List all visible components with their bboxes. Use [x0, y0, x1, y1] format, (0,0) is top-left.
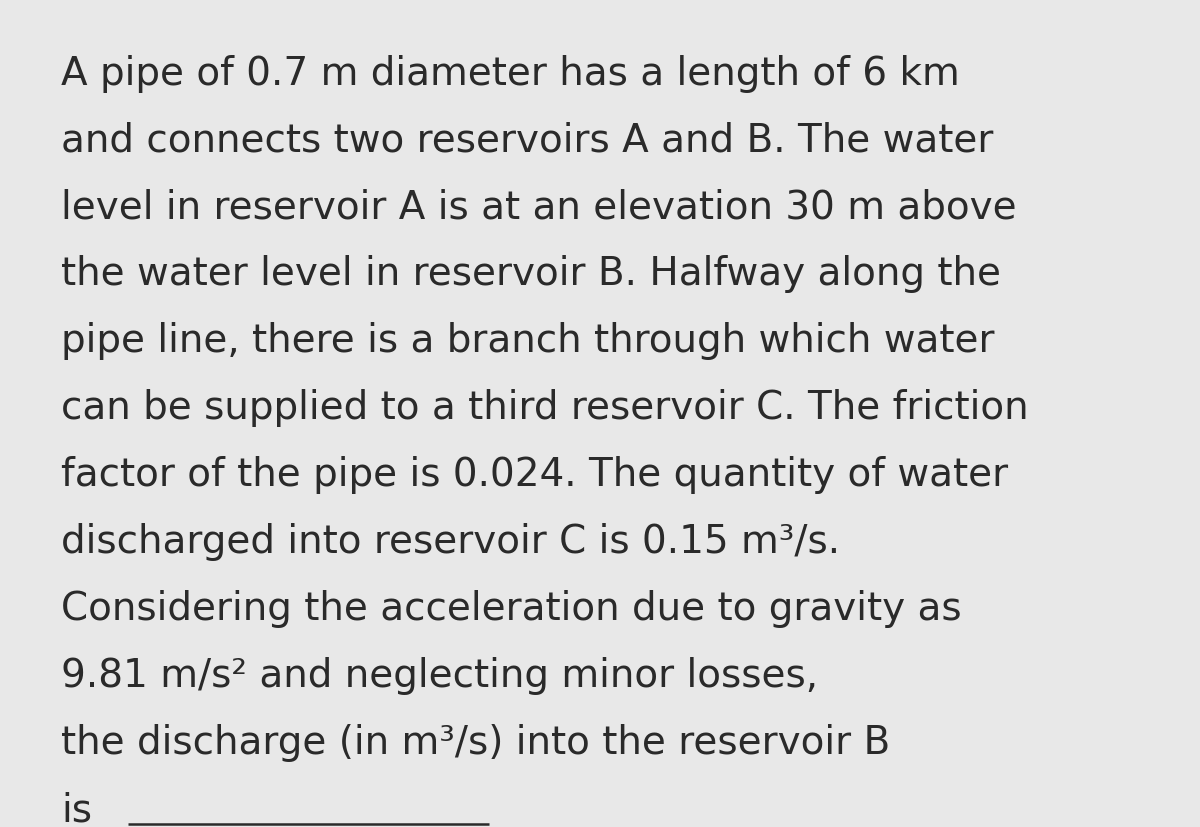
Text: discharged into reservoir C is 0.15 m³/s.: discharged into reservoir C is 0.15 m³/s…: [61, 523, 840, 562]
Text: 9.81 m/s² and neglecting minor losses,: 9.81 m/s² and neglecting minor losses,: [61, 657, 818, 696]
Text: pipe line, there is a branch through which water: pipe line, there is a branch through whi…: [61, 323, 995, 361]
Text: level in reservoir A is at an elevation 30 m above: level in reservoir A is at an elevation …: [61, 189, 1016, 227]
Text: A pipe of 0.7 m diameter has a length of 6 km: A pipe of 0.7 m diameter has a length of…: [61, 55, 960, 93]
Text: the water level in reservoir B. Halfway along the: the water level in reservoir B. Halfway …: [61, 256, 1001, 294]
Text: is: is: [61, 791, 92, 827]
Text: Considering the acceleration due to gravity as: Considering the acceleration due to grav…: [61, 590, 961, 629]
Text: and connects two reservoirs A and B. The water: and connects two reservoirs A and B. The…: [61, 122, 994, 160]
Text: factor of the pipe is 0.024. The quantity of water: factor of the pipe is 0.024. The quantit…: [61, 457, 1008, 495]
Text: the discharge (in m³/s) into the reservoir B: the discharge (in m³/s) into the reservo…: [61, 724, 890, 762]
Text: can be supplied to a third reservoir C. The friction: can be supplied to a third reservoir C. …: [61, 390, 1028, 428]
